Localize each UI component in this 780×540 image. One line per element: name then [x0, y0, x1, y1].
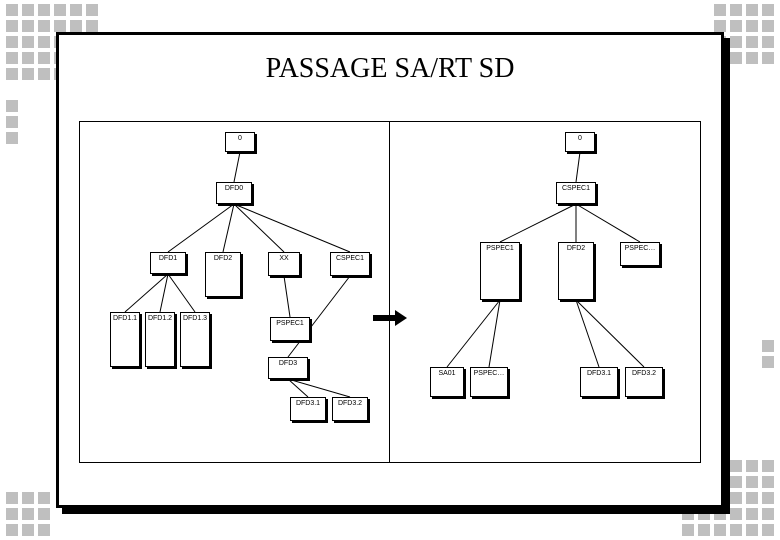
node-PSPEC1: PSPEC1	[270, 317, 310, 341]
node-PSPEC2: PSPEC…	[620, 242, 660, 266]
node-SA01: SA01	[430, 367, 464, 397]
page-title: PASSAGE SA/RT SD	[59, 53, 721, 85]
right-edges	[390, 122, 700, 462]
decor-mid-left	[6, 100, 18, 144]
main-frame: PASSAGE SA/RT SD 0 DFD0 DFD1 DFD2 XX CSPEC1 PS…	[56, 32, 724, 508]
left-panel: 0DFD0DFD1DFD2XXCSPEC1PSPEC1DFD1.1DFD1.2D…	[79, 121, 391, 463]
transition-arrow	[373, 310, 407, 326]
node-R0: 0	[565, 132, 595, 152]
node-PSPEC1r: PSPEC1	[480, 242, 520, 300]
node-CSPEC1: CSPEC1	[330, 252, 370, 276]
node-DFD1: DFD1	[150, 252, 186, 274]
node-XX: XX	[268, 252, 300, 276]
decor-bot-left	[6, 492, 50, 536]
node-DFD1.2: DFD1.2	[145, 312, 175, 367]
node-CSPEC0: CSPEC1	[556, 182, 596, 204]
node-DFD3.2: DFD3.2	[332, 397, 368, 421]
node-L0: 0	[225, 132, 255, 152]
decor-mid-right	[762, 340, 774, 368]
node-DFD1.3: DFD1.3	[180, 312, 210, 367]
node-DFD3r2: DFD3.2	[625, 367, 663, 397]
node-DFD1.1: DFD1.1	[110, 312, 140, 367]
node-DFD2: DFD2	[205, 252, 241, 297]
node-DFD3: DFD3	[268, 357, 308, 379]
right-panel: 0CSPEC1PSPEC1DFD2PSPEC…SA01PSPEC…DFD3.1D…	[389, 121, 701, 463]
node-PSPEC3: PSPEC…	[470, 367, 508, 397]
node-DFD3r1: DFD3.1	[580, 367, 618, 397]
node-DFD0: DFD0	[216, 182, 252, 204]
node-DFD2r: DFD2	[558, 242, 594, 300]
node-DFD3.1: DFD3.1	[290, 397, 326, 421]
